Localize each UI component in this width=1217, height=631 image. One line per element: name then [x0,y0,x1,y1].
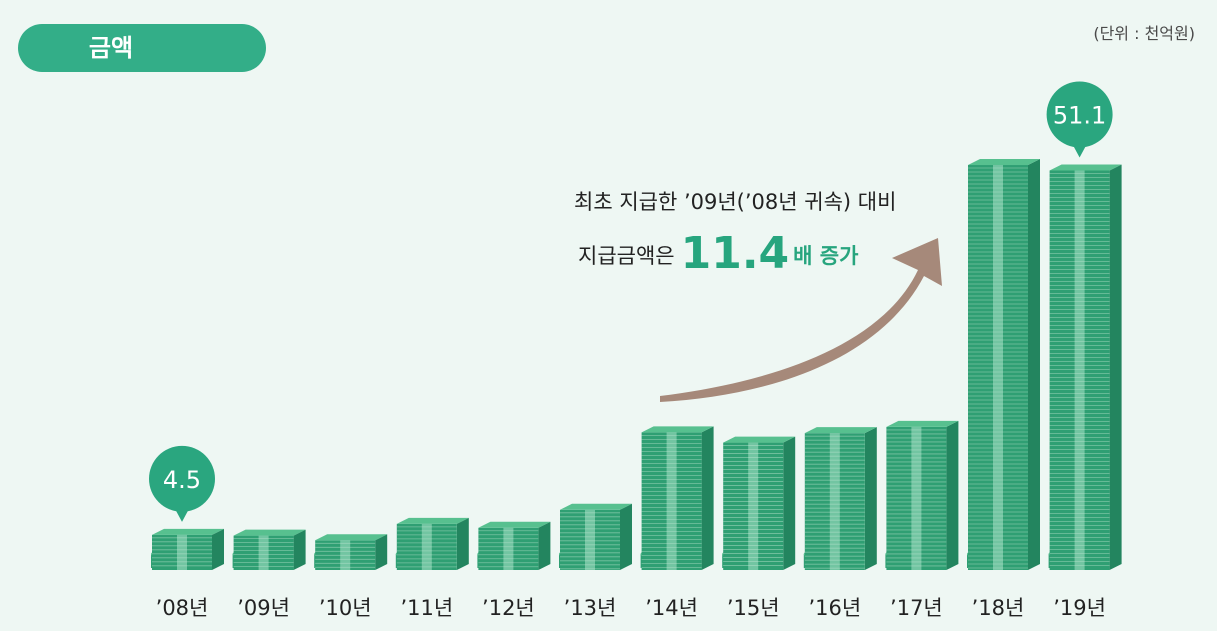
x-tick-label: ’11년 [400,596,453,620]
bar [640,426,714,570]
bar [477,521,551,570]
bar [151,528,224,570]
annotation-suffix: 배 증가 [793,244,859,268]
bar-side [783,436,796,570]
bar [232,529,306,570]
bar-side [212,528,224,570]
bar-top [560,503,632,510]
x-tick-label: ’14년 [645,596,698,620]
bar [722,436,796,570]
bar-side [293,529,306,570]
data-label-bubble: 51.1 [1046,81,1113,158]
bar-top [804,427,877,434]
bill-band [993,165,1003,570]
data-label: 51.1 [1053,101,1106,129]
bar-top [152,528,224,535]
unit-label: (단위 : 천억원) [1093,24,1195,43]
bill-band [503,527,514,570]
x-tick-labels: ’08년 ’09년 ’10년 ’11년 ’12년 ’13년 ’14년 ’15년 ’16년 ’17년… [156,596,1106,620]
bill-band [748,442,759,570]
bar-side [946,420,959,570]
bar-top [968,159,1040,166]
bill-band [1074,170,1085,570]
bar [967,159,1040,570]
bars [151,159,1122,570]
x-tick-label: ’10년 [319,596,372,620]
bar-top [641,426,714,433]
x-tick-label: ’17년 [890,596,943,620]
data-label: 4.5 [163,466,201,494]
growth-arrow-shape [660,238,942,402]
bar-top [886,420,959,427]
bar [1048,164,1122,570]
annotation-multiplier: 11.4 [680,228,790,279]
bar [885,420,959,570]
bar-top [478,521,551,528]
x-tick-label: ’15년 [727,596,780,620]
bar-side [864,427,877,570]
x-tick-label: ’16년 [808,596,861,620]
bar-side [620,503,632,570]
bar-side [375,534,388,570]
title-pill: 금액 [18,24,266,72]
x-tick-label: ’09년 [237,596,290,620]
growth-arrow [660,238,942,402]
annotation-line1: 최초 지급한 ’09년(’08년 귀속) 대비 [574,190,897,214]
bill-band [177,534,187,570]
bar [803,427,877,570]
bill-band [911,426,922,570]
x-tick-label: ’12년 [482,596,535,620]
data-labels: 4.5 51.1 [149,81,1113,522]
bill-band [829,433,840,570]
bar-side [456,517,469,570]
bar-top [315,534,388,541]
bar-side [701,426,714,570]
x-tick-label: ’13년 [564,596,617,620]
bar-top [396,517,469,524]
annotation-line2: 지급금액은 11.4 배 증가 [578,226,858,276]
annotation-prefix: 지급금액은 [578,244,675,268]
bar-side [1028,159,1040,570]
bar-side [538,521,551,570]
bar [314,534,388,570]
bill-band [585,509,595,570]
bill-band [258,535,269,570]
bar-top [233,529,306,536]
bar-side [1109,164,1122,570]
x-tick-label: ’19년 [1053,596,1106,620]
bar-top [1049,164,1122,171]
x-tick-label: ’18년 [972,596,1025,620]
x-tick-label: ’08년 [156,596,209,620]
chart-title: 금액 [88,34,134,62]
bar-top [723,436,796,443]
bill-band [666,432,677,570]
data-label-bubble: 4.5 [149,445,215,522]
bar [559,503,632,570]
bar [395,517,469,570]
